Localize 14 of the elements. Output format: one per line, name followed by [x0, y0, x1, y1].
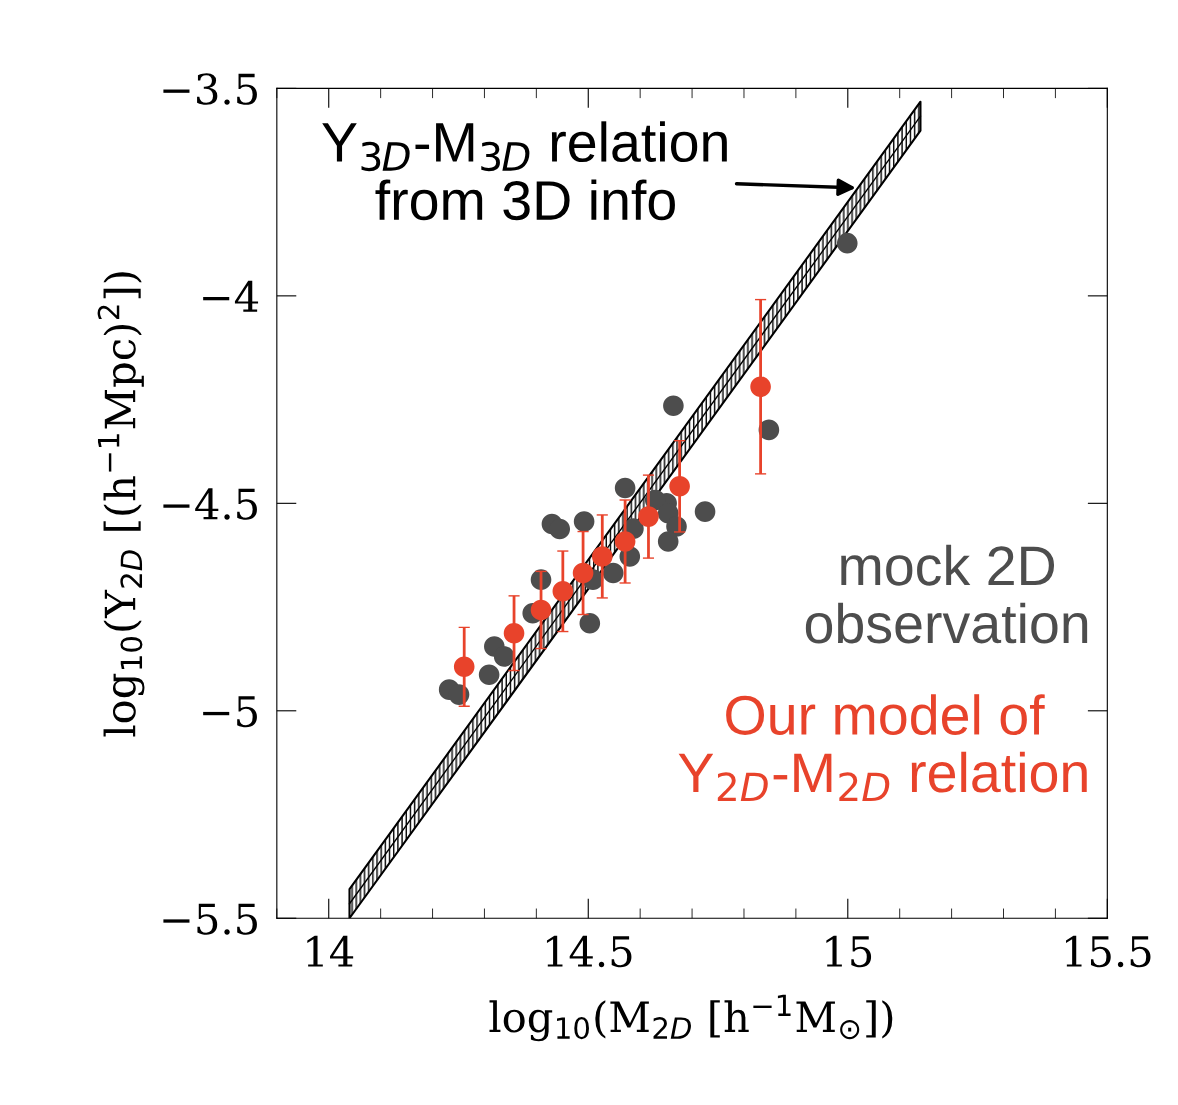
annotation: Y$_{3D}$-M$_{3D}$ relation from 3D info	[322, 121, 727, 221]
y-tick-label: −4.5	[163, 488, 257, 520]
x-tick-label: 14	[307, 935, 354, 967]
y-tick-label: −3.5	[163, 73, 257, 105]
text: log$_{10}$(Y$_{2D}$ [(h$^{−1}$Mpc)$^{2}$])	[97, 272, 145, 737]
series-label: mock 2D observation	[805, 544, 1088, 644]
y-tick-label: −5	[203, 696, 257, 728]
y-tick-label: −4	[203, 280, 259, 312]
text: log$_{10}$(M$_{2D}$ [h$^{−1}$M$_{⊙}$])	[489, 994, 893, 1042]
y-tick-label: −5.5	[163, 903, 257, 935]
x-tick-label: 15.5	[1066, 935, 1151, 968]
x-tick-label: 15	[826, 935, 872, 968]
x-tick-label: 14.5	[546, 935, 632, 968]
text: Our model of Y$_{2D}$-M$_{2D}$ relation	[678, 694, 1087, 802]
